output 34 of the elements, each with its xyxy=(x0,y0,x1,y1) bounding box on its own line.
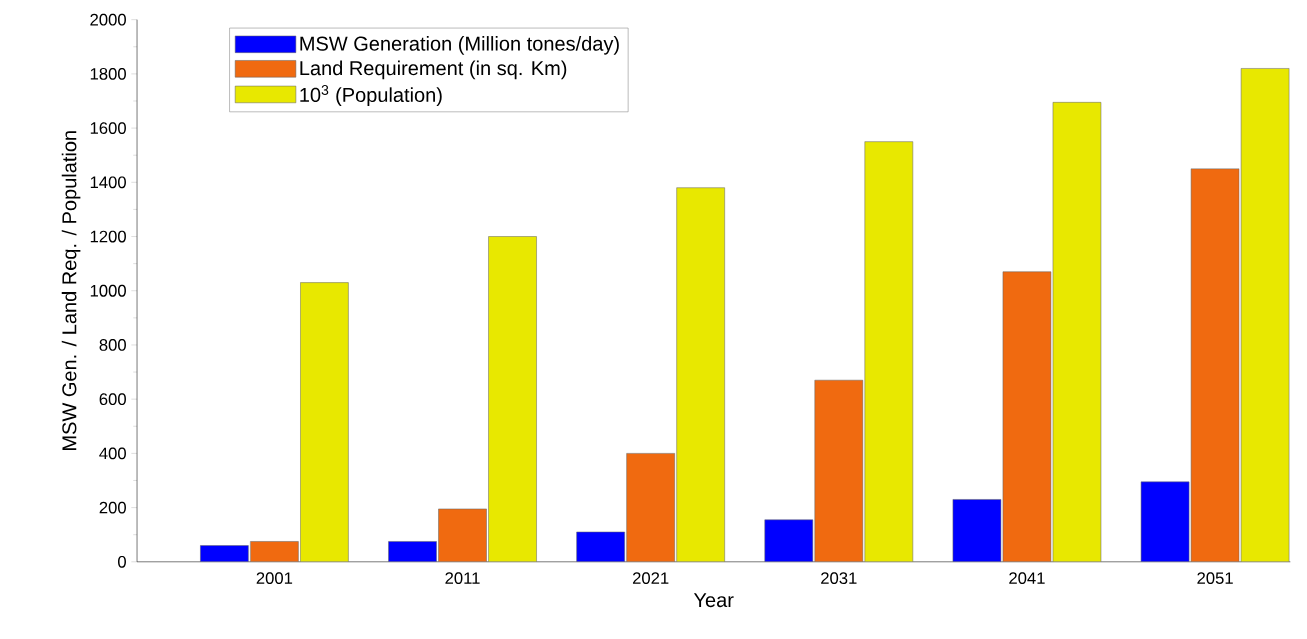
bar xyxy=(676,187,725,562)
x-axis-title: Year xyxy=(693,593,734,608)
bar xyxy=(1052,102,1102,562)
bar xyxy=(1190,168,1240,562)
y-tick-label: 600 xyxy=(99,393,126,406)
bar xyxy=(1240,68,1290,562)
legend-label: MSW Generation (Million tones/day) xyxy=(300,36,619,55)
bar xyxy=(1002,271,1052,562)
bar xyxy=(250,541,299,562)
x-tick-label: 2021 xyxy=(632,572,669,585)
y-tick-label: 1400 xyxy=(90,176,126,189)
x-tick-label: 2011 xyxy=(445,572,480,585)
y-tick-label: 200 xyxy=(99,501,126,514)
bar xyxy=(438,508,487,562)
legend-label: Land Requirement (in sq. Km) xyxy=(300,60,567,80)
y-tick-label: 1800 xyxy=(90,68,126,80)
bar xyxy=(626,453,675,562)
bar xyxy=(300,282,349,562)
y-tick-label: 1200 xyxy=(90,230,126,243)
y-tick-label: 1000 xyxy=(90,284,126,297)
y-tick-label: 2000 xyxy=(90,13,126,26)
x-tick-label: 2031 xyxy=(821,572,857,585)
bar xyxy=(864,141,914,562)
y-tick-label: 400 xyxy=(99,447,126,460)
y-tick-label: 0 xyxy=(118,556,126,568)
x-tick-label: 2051 xyxy=(1197,572,1233,585)
y-axis-title: MSW Gen. / Land Req. / Population xyxy=(61,131,81,451)
legend-label: 10$^{3}$ (Population) xyxy=(300,85,442,107)
bar xyxy=(814,380,864,562)
y-tick-label: 1600 xyxy=(90,122,126,135)
x-tick-label: 2041 xyxy=(1009,572,1045,585)
bar xyxy=(488,236,537,562)
y-tick-label: 800 xyxy=(99,339,126,351)
x-tick-label: 2001 xyxy=(256,572,293,585)
